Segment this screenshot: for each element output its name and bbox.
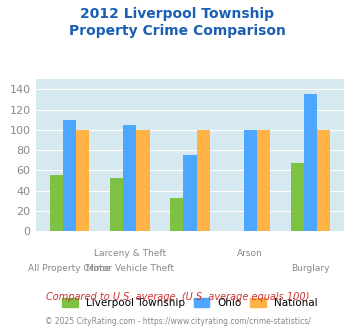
Bar: [244, 130, 257, 231]
Text: Arson: Arson: [237, 249, 263, 258]
Bar: [110, 179, 123, 231]
Text: Larceny & Theft: Larceny & Theft: [94, 249, 166, 258]
Bar: [290, 163, 304, 231]
Text: 2012 Liverpool Township
Property Crime Comparison: 2012 Liverpool Township Property Crime C…: [69, 7, 286, 38]
Bar: [63, 120, 76, 231]
Text: Compared to U.S. average. (U.S. average equals 100): Compared to U.S. average. (U.S. average …: [46, 292, 309, 302]
Bar: [170, 198, 183, 231]
Bar: [76, 130, 89, 231]
Legend: Liverpool Township, Ohio, National: Liverpool Township, Ohio, National: [58, 294, 322, 313]
Bar: [183, 155, 197, 231]
Bar: [136, 130, 149, 231]
Text: © 2025 CityRating.com - https://www.cityrating.com/crime-statistics/: © 2025 CityRating.com - https://www.city…: [45, 317, 310, 326]
Text: All Property Crime: All Property Crime: [28, 264, 111, 273]
Bar: [50, 175, 63, 231]
Bar: [257, 130, 270, 231]
Text: Motor Vehicle Theft: Motor Vehicle Theft: [86, 264, 174, 273]
Bar: [317, 130, 330, 231]
Bar: [304, 94, 317, 231]
Text: Burglary: Burglary: [291, 264, 330, 273]
Bar: [197, 130, 210, 231]
Bar: [123, 125, 136, 231]
